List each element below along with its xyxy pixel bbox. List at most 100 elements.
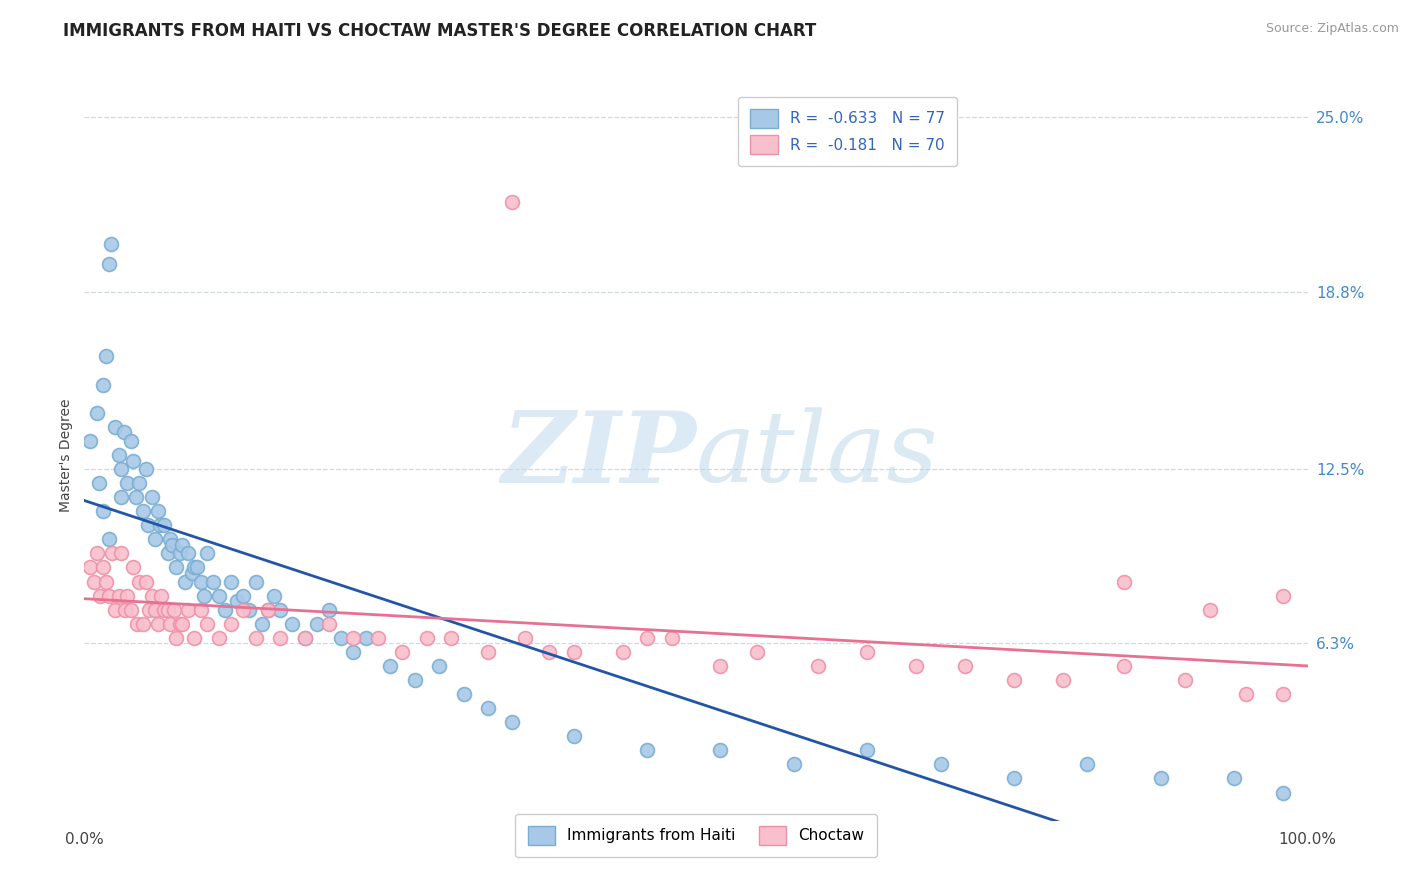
Point [905,659,928,673]
Point [150,589,173,603]
Point [294,631,316,645]
Point [612,645,634,659]
Point [156,602,179,616]
Point [91,504,114,518]
Point [110,462,132,476]
Point [146,616,169,631]
Point [929,757,952,772]
Point [153,602,176,616]
Point [112,425,135,440]
Point [245,631,267,645]
Point [193,589,215,603]
Point [214,602,236,616]
Point [183,631,205,645]
Point [226,594,249,608]
Point [146,504,169,518]
Point [190,602,212,616]
Point [86,546,108,560]
Point [159,533,181,547]
Point [141,589,163,603]
Point [513,631,536,645]
Point [416,631,439,645]
Point [318,602,340,616]
Point [440,631,463,645]
Point [453,687,475,701]
Point [169,616,191,631]
Point [257,602,280,616]
Point [281,616,304,631]
Point [114,602,136,616]
Point [122,560,145,574]
Point [195,546,218,560]
Point [219,574,242,589]
Point [856,645,879,659]
Point [163,602,186,616]
Point [502,715,524,730]
Point [208,631,231,645]
Point [232,602,254,616]
Point [97,533,120,547]
Y-axis label: Master's Degree: Master's Degree [59,398,73,512]
Point [183,560,205,574]
Point [263,589,285,603]
Point [856,743,879,757]
Point [1236,687,1258,701]
Point [219,616,242,631]
Point [132,504,155,518]
Point [201,574,224,589]
Point [89,589,111,603]
Point [953,659,976,673]
Point [122,453,145,467]
Point [107,448,129,462]
Point [636,631,658,645]
Text: Source: ZipAtlas.com: Source: ZipAtlas.com [1265,22,1399,36]
Point [159,616,181,631]
Point [562,729,585,743]
Point [342,645,364,659]
Point [367,631,389,645]
Point [83,574,105,589]
Point [100,236,122,251]
Point [354,631,377,645]
Legend: Immigrants from Haiti, Choctaw: Immigrants from Haiti, Choctaw [516,814,876,857]
Point [104,602,127,616]
Point [91,377,114,392]
Point [477,701,499,715]
Point [181,566,204,580]
Point [330,631,353,645]
Point [104,419,127,434]
Point [391,645,413,659]
Text: IMMIGRANTS FROM HAITI VS CHOCTAW MASTER'S DEGREE CORRELATION CHART: IMMIGRANTS FROM HAITI VS CHOCTAW MASTER'… [63,22,817,40]
Point [132,616,155,631]
Point [97,589,120,603]
Point [186,560,208,574]
Point [404,673,426,687]
Point [107,589,129,603]
Point [305,616,328,631]
Point [135,462,157,476]
Point [709,659,731,673]
Point [238,602,260,616]
Point [342,631,364,645]
Point [807,659,830,673]
Point [1002,772,1025,786]
Point [156,546,179,560]
Point [165,560,187,574]
Point [1076,757,1098,772]
Point [318,616,340,631]
Point [135,574,157,589]
Point [110,546,132,560]
Point [115,589,138,603]
Point [128,476,150,491]
Point [79,434,101,448]
Point [380,659,402,673]
Point [208,589,231,603]
Point [172,616,194,631]
Point [1272,589,1295,603]
Point [747,645,769,659]
Point [502,194,524,209]
Point [125,490,148,504]
Point [1052,673,1074,687]
Point [709,743,731,757]
Point [136,518,159,533]
